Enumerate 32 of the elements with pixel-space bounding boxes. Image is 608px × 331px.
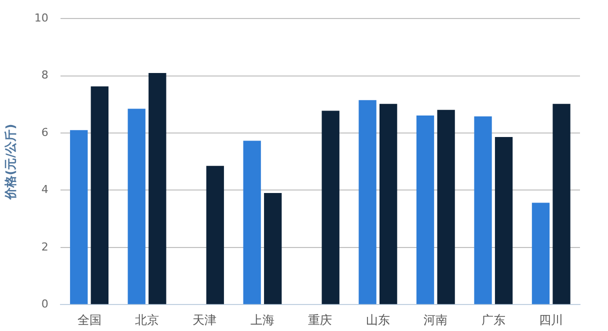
bar xyxy=(416,116,434,304)
bar xyxy=(70,130,88,304)
y-tick-label: 8 xyxy=(41,68,48,82)
x-tick-label: 四川 xyxy=(539,312,564,327)
bar xyxy=(532,202,550,304)
bar xyxy=(474,116,492,304)
y-tick-label: 2 xyxy=(41,240,48,254)
bar xyxy=(264,193,282,304)
y-tick-label: 0 xyxy=(41,297,48,310)
y-tick-label: 4 xyxy=(41,183,48,196)
bar xyxy=(322,110,340,304)
y-tick-label: 6 xyxy=(41,126,48,139)
x-tick-label: 北京 xyxy=(135,312,159,327)
bar xyxy=(90,86,108,304)
x-tick-label: 广东 xyxy=(481,312,506,327)
bar xyxy=(128,108,146,304)
y-axis-title: 价格(元/公斤) xyxy=(3,124,18,200)
y-tick-label: 10 xyxy=(34,11,48,24)
x-tick-label: 天津 xyxy=(192,312,217,327)
bar xyxy=(437,110,455,304)
bar xyxy=(552,104,570,304)
x-tick-label: 上海 xyxy=(250,312,274,327)
bar xyxy=(358,100,376,304)
x-tick-label: 全国 xyxy=(77,312,102,327)
bar xyxy=(494,137,513,304)
x-tick-label: 重庆 xyxy=(308,312,332,327)
bar xyxy=(379,104,398,304)
bar xyxy=(206,166,224,304)
bar xyxy=(243,140,261,304)
x-tick-label: 山东 xyxy=(366,312,390,327)
x-tick-label: 河南 xyxy=(424,312,448,327)
bar xyxy=(148,72,166,304)
